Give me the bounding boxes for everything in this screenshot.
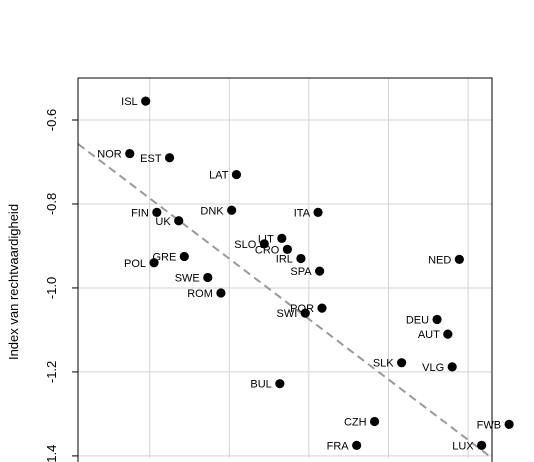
y-tick-label: -0.6 xyxy=(44,109,59,131)
gridlines xyxy=(78,78,492,458)
data-point-irl xyxy=(296,253,306,264)
data-point-isl xyxy=(141,96,151,106)
point-label-isl: ISL xyxy=(121,96,138,108)
y-tick-label: -1.2 xyxy=(44,361,59,383)
point-label-slo: SLO xyxy=(234,239,256,251)
data-point-rom xyxy=(216,288,226,298)
point-label-est: EST xyxy=(140,153,162,165)
data-point-cro xyxy=(282,244,292,254)
data-point-ita xyxy=(313,207,323,217)
data-point-por xyxy=(317,303,327,313)
plot-frame xyxy=(77,77,493,462)
regression-line xyxy=(77,143,493,459)
point-label-deu: DEU xyxy=(406,314,429,326)
point-label-pol: POL xyxy=(124,258,146,270)
y-tick-label: -1.4 xyxy=(44,445,59,462)
data-point-dnk xyxy=(227,205,237,215)
point-label-lux: LUX xyxy=(452,440,474,452)
data-point-slk xyxy=(397,358,407,368)
data-point-lit xyxy=(277,233,287,243)
point-label-fwb: FWB xyxy=(477,419,501,431)
data-point-swe xyxy=(203,272,213,283)
point-label-fra: FRA xyxy=(327,440,350,452)
y-axis: -0.6 -0.8 -1.0 -1.2 -1.4 xyxy=(44,109,78,462)
data-point-bul xyxy=(275,379,285,389)
data-point-slo xyxy=(259,239,269,249)
data-point-swi xyxy=(300,308,310,318)
point-label-nor: NOR xyxy=(97,149,122,161)
point-label-slk: SLK xyxy=(373,358,394,370)
point-label-cro: CRO xyxy=(255,244,280,256)
data-point-lux xyxy=(477,440,487,451)
point-label-czh: CZH xyxy=(344,416,367,428)
y-tick-label: -1.0 xyxy=(44,277,59,299)
point-label-ned: NED xyxy=(428,254,451,266)
data-point-fwb xyxy=(504,419,514,430)
point-label-swi: SWI xyxy=(277,308,298,320)
data-point-czh xyxy=(369,416,380,427)
data-point-fin xyxy=(152,207,162,217)
point-label-bul: BUL xyxy=(250,379,271,391)
point-label-ita: ITA xyxy=(294,207,311,219)
data-point-fra xyxy=(352,440,362,451)
data-point-spa xyxy=(315,266,325,276)
y-tick-label: -0.8 xyxy=(44,193,59,215)
point-label-aut: AUT xyxy=(418,329,440,341)
y-axis-label: Index van rechtvaardigheid xyxy=(6,204,21,360)
data-point-nor xyxy=(125,148,135,159)
point-label-fin: FIN xyxy=(131,207,149,219)
point-label-irl: IRL xyxy=(276,254,293,266)
data-point-pol xyxy=(149,258,159,268)
data-point-aut xyxy=(443,329,453,339)
data-point-deu xyxy=(432,314,442,325)
point-label-gre: GRE xyxy=(152,251,176,263)
point-label-spa: SPA xyxy=(290,266,312,278)
point-label-swe: SWE xyxy=(175,272,200,284)
point-label-lat: LAT xyxy=(209,170,229,182)
point-label-uk: UK xyxy=(155,216,171,228)
data-point-uk xyxy=(174,216,184,226)
point-label-rom: ROM xyxy=(187,288,213,300)
data-point-ned xyxy=(454,254,464,264)
point-label-vlg: VLG xyxy=(422,362,444,374)
point-label-dnk: DNK xyxy=(200,205,224,217)
data-point-gre xyxy=(179,251,189,262)
data-point-vlg xyxy=(447,362,457,372)
data-point-lat xyxy=(231,169,242,180)
data-point-est xyxy=(164,153,175,163)
